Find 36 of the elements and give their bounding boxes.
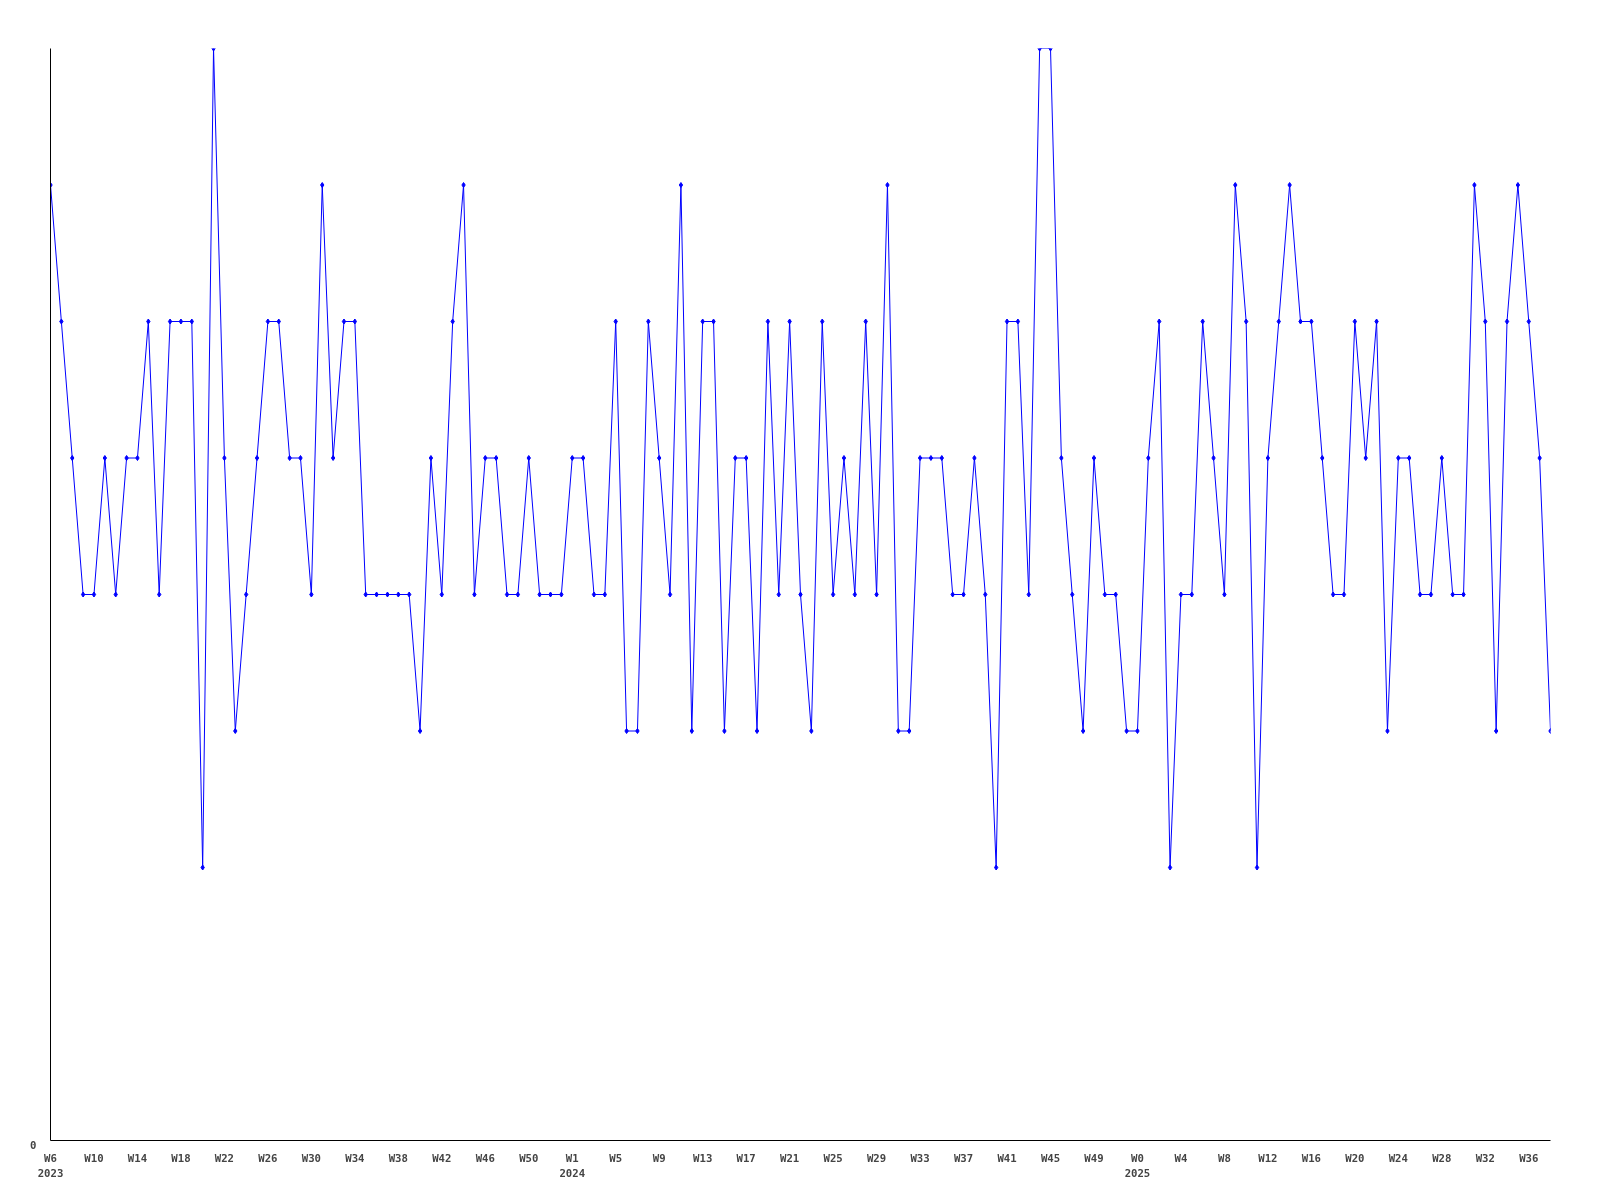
x-tick-label: W6 2023 — [37, 1151, 64, 1181]
x-tick-label: W38 — [388, 1151, 408, 1165]
x-tick-label: W24 — [1388, 1151, 1408, 1165]
x-tick-label: W46 — [475, 1151, 495, 1165]
x-tick-label: W10 — [84, 1151, 104, 1165]
x-tick-label: W20 — [1345, 1151, 1365, 1165]
x-tick-label: W29 — [866, 1151, 887, 1165]
x-tick-label: W16 — [1301, 1151, 1321, 1165]
x-tick-label: W18 — [171, 1151, 191, 1165]
x-tick-label: W45 — [1040, 1151, 1061, 1165]
x-tick-label: W17 — [736, 1151, 756, 1165]
x-tick-label: W36 — [1519, 1151, 1539, 1165]
text: 0 — [30, 1138, 37, 1152]
x-tick-label: W0 2025 — [1124, 1151, 1151, 1181]
x-tick-label: W9 — [652, 1151, 666, 1165]
x-tick-label: W1 2024 — [559, 1151, 586, 1181]
x-tick-label: W13 — [693, 1151, 713, 1165]
x-tick-label: W37 — [953, 1151, 974, 1165]
x-tick-label: W33 — [910, 1151, 930, 1165]
x-tick-label: W49 — [1084, 1151, 1104, 1165]
x-tick-label: W41 — [997, 1151, 1017, 1165]
x-tick-label: W42 — [432, 1151, 452, 1165]
x-tick-label: W12 — [1258, 1151, 1278, 1165]
x-tick-label: W28 — [1432, 1151, 1452, 1165]
x-tick-label: W8 — [1218, 1151, 1231, 1165]
x-tick-label: W30 — [301, 1151, 321, 1165]
x-tick-label: W21 — [780, 1151, 800, 1165]
x-tick-label: W25 — [823, 1151, 843, 1165]
x-tick-label: W4 — [1174, 1151, 1188, 1165]
x-tick-label: W14 — [127, 1151, 148, 1165]
x-tick-label: W34 — [345, 1151, 365, 1165]
x-tick-label: W50 — [519, 1151, 539, 1165]
x-tick-label: W32 — [1475, 1151, 1495, 1165]
x-tick-label: W22 — [214, 1151, 235, 1165]
x-tick-label: W5 — [609, 1151, 623, 1165]
x-tick-label: W26 — [258, 1151, 278, 1165]
